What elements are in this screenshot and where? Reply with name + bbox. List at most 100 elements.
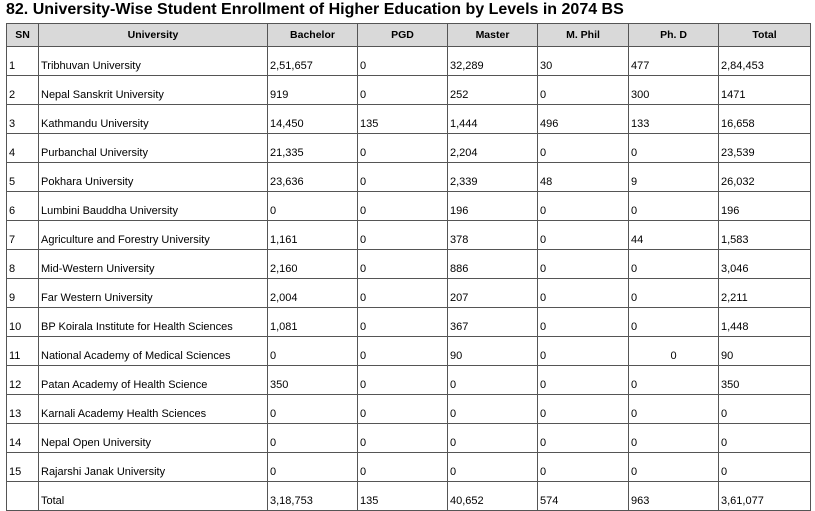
sn-cell: 10 [6, 307, 39, 337]
sn-cell: 9 [6, 278, 39, 308]
bachelor-cell: 21,335 [267, 133, 358, 163]
bachelor-cell: 350 [267, 365, 358, 395]
sn-cell: 13 [6, 394, 39, 424]
master-cell: 196 [447, 191, 538, 221]
phd-cell: 0 [628, 307, 719, 337]
column-header: University [38, 23, 268, 47]
bachelor-cell: 0 [267, 336, 358, 366]
mphil-cell: 0 [537, 423, 629, 453]
sn-cell: 4 [6, 133, 39, 163]
table-row: 9 Far Western University 2,004 0 207 0 0 2,211 [6, 278, 811, 308]
column-header: Master [447, 23, 538, 47]
bachelor-cell: 1,161 [267, 220, 358, 250]
university-cell: Karnali Academy Health Sciences [38, 394, 268, 424]
phd-cell: 9 [628, 162, 719, 192]
phd-cell: 133 [628, 104, 719, 134]
pgd-cell: 0 [357, 307, 448, 337]
sn-cell: 3 [6, 104, 39, 134]
university-cell: Mid-Western University [38, 249, 268, 279]
pgd-cell: 0 [357, 249, 448, 279]
total-cell: 3,046 [718, 249, 811, 279]
bachelor-cell: 14,450 [267, 104, 358, 134]
master-cell: 378 [447, 220, 538, 250]
mphil-cell: 0 [537, 75, 629, 105]
column-header: M. Phil [537, 23, 629, 47]
sn-cell [6, 481, 39, 511]
bachelor-cell: 2,51,657 [267, 46, 358, 76]
bachelor-cell: 0 [267, 452, 358, 482]
phd-cell: 963 [628, 481, 719, 511]
bachelor-cell: 0 [267, 423, 358, 453]
university-cell: Patan Academy of Health Science [38, 365, 268, 395]
phd-cell: 0 [628, 336, 719, 366]
mphil-cell: 0 [537, 133, 629, 163]
sn-cell: 15 [6, 452, 39, 482]
phd-cell: 0 [628, 394, 719, 424]
sn-cell: 8 [6, 249, 39, 279]
phd-cell: 0 [628, 133, 719, 163]
table-row: 7 Agriculture and Forestry University 1,16… [6, 220, 811, 250]
pgd-cell: 135 [357, 104, 448, 134]
table-row: 10 BP Koirala Institute for Health Scienc… [6, 307, 811, 337]
master-cell: 0 [447, 423, 538, 453]
pgd-cell: 0 [357, 423, 448, 453]
page-title: 82. University-Wise Student Enrollment o… [6, 1, 624, 18]
table-row: 6 Lumbini Bauddha University 0 0 196 0 0 196 [6, 191, 811, 221]
master-cell: 0 [447, 394, 538, 424]
enrollment-table: SN University Bachelor PGD Master M. Phi… [6, 23, 811, 511]
pgd-cell: 0 [357, 220, 448, 250]
master-cell: 0 [447, 452, 538, 482]
table-row: 14 Nepal Open University 0 0 0 0 0 0 [6, 423, 811, 453]
mphil-cell: 0 [537, 336, 629, 366]
phd-cell: 0 [628, 423, 719, 453]
table-row: 3 Kathmandu University 14,450 135 1,444 496 13… [6, 104, 811, 134]
phd-cell: 477 [628, 46, 719, 76]
total-cell: 90 [718, 336, 811, 366]
sn-cell: 6 [6, 191, 39, 221]
table-row: 15 Rajarshi Janak University 0 0 0 0 0 0 [6, 452, 811, 482]
bachelor-cell: 0 [267, 394, 358, 424]
column-header: PGD [357, 23, 448, 47]
pgd-cell: 0 [357, 394, 448, 424]
sn-cell: 2 [6, 75, 39, 105]
bachelor-cell: 2,004 [267, 278, 358, 308]
total-cell: 16,658 [718, 104, 811, 134]
total-cell: 2,211 [718, 278, 811, 308]
sn-cell: 5 [6, 162, 39, 192]
sn-cell: 12 [6, 365, 39, 395]
university-cell: Agriculture and Forestry University [38, 220, 268, 250]
master-cell: 1,444 [447, 104, 538, 134]
total-cell: 1471 [718, 75, 811, 105]
university-cell: Lumbini Bauddha University [38, 191, 268, 221]
mphil-cell: 0 [537, 394, 629, 424]
phd-cell: 0 [628, 278, 719, 308]
university-cell: Purbanchal University [38, 133, 268, 163]
phd-cell: 0 [628, 249, 719, 279]
mphil-cell: 0 [537, 365, 629, 395]
master-cell: 886 [447, 249, 538, 279]
phd-cell: 44 [628, 220, 719, 250]
mphil-cell: 0 [537, 249, 629, 279]
table-row: 11 National Academy of Medical Sciences 0 0… [6, 336, 811, 366]
column-header: Ph. D [628, 23, 719, 47]
mphil-cell: 30 [537, 46, 629, 76]
pgd-cell: 0 [357, 133, 448, 163]
pgd-cell: 0 [357, 452, 448, 482]
total-cell: 0 [718, 423, 811, 453]
university-cell: Rajarshi Janak University [38, 452, 268, 482]
total-cell: 196 [718, 191, 811, 221]
table-row: 12 Patan Academy of Health Science 350 0 0 0 0… [6, 365, 811, 395]
mphil-cell: 496 [537, 104, 629, 134]
column-header: SN [6, 23, 39, 47]
total-cell: 350 [718, 365, 811, 395]
column-header: Bachelor [267, 23, 358, 47]
university-cell: Pokhara University [38, 162, 268, 192]
phd-cell: 300 [628, 75, 719, 105]
bachelor-cell: 2,160 [267, 249, 358, 279]
university-cell: Kathmandu University [38, 104, 268, 134]
total-cell: 1,448 [718, 307, 811, 337]
master-cell: 2,204 [447, 133, 538, 163]
sn-cell: 1 [6, 46, 39, 76]
bachelor-cell: 919 [267, 75, 358, 105]
university-cell: Nepal Open University [38, 423, 268, 453]
